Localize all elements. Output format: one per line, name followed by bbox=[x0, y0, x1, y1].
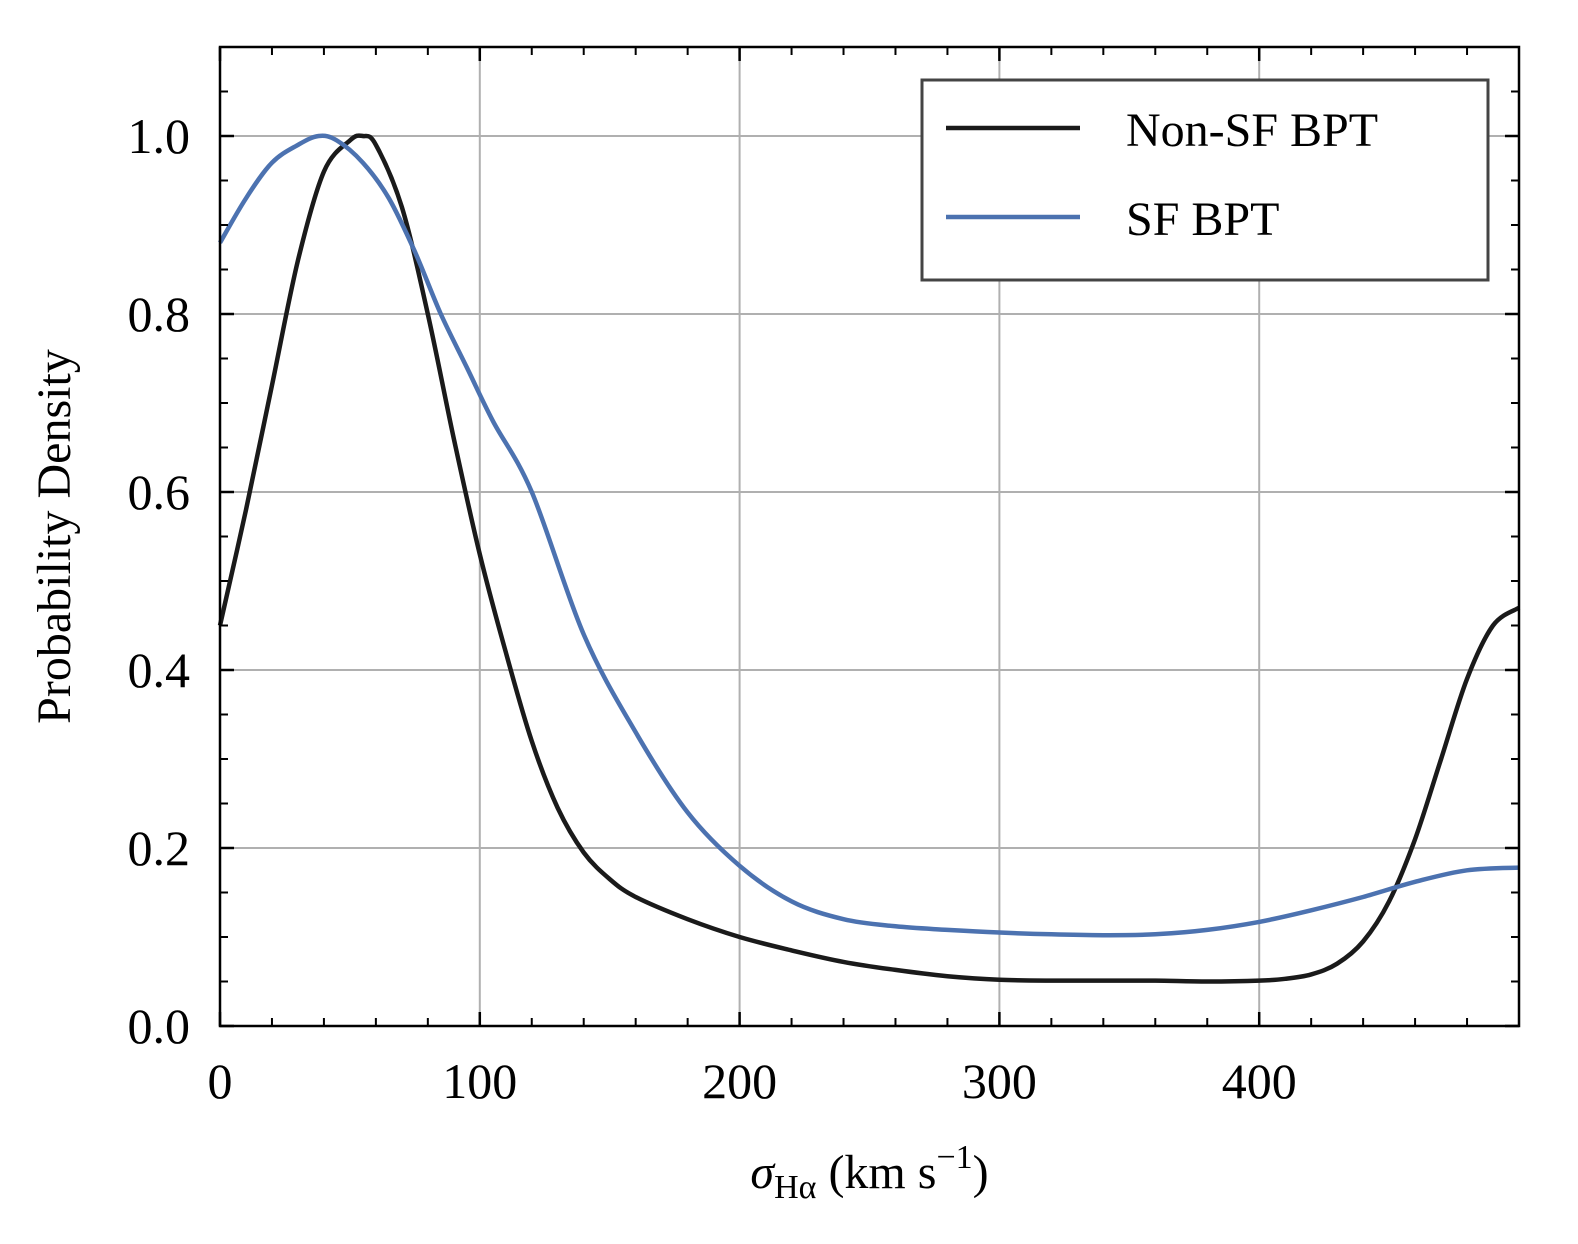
y-axis-label: Probability Density bbox=[28, 349, 81, 724]
x-tick-label: 0 bbox=[208, 1053, 233, 1109]
tick-labels: 0 100 200 300 400 0.0 0.2 0.4 0.6 0.8 1.0 bbox=[128, 108, 1297, 1109]
x-axis-label-unit: (km s bbox=[816, 1146, 936, 1199]
legend-box bbox=[920, 78, 1490, 282]
y-tick-label: 1.0 bbox=[128, 108, 191, 164]
x-tick-label: 300 bbox=[962, 1053, 1037, 1109]
x-axis-label-symbol: σ bbox=[750, 1146, 776, 1199]
y-tick-label: 0.4 bbox=[128, 642, 191, 698]
ticks bbox=[218, 47, 1519, 1028]
x-axis-label-close: ) bbox=[973, 1146, 989, 1199]
series-line-non-sf-bpt bbox=[217, 133, 1521, 984]
x-tick-label: 100 bbox=[442, 1053, 517, 1109]
x-axis-label-subscript: Hα bbox=[774, 1169, 817, 1206]
series-layer bbox=[217, 133, 1521, 984]
x-axis-label-exponent: −1 bbox=[936, 1139, 972, 1176]
x-tick-label: 200 bbox=[702, 1053, 777, 1109]
y-tick-label: 0.6 bbox=[128, 464, 191, 520]
y-tick-label: 0.8 bbox=[128, 286, 191, 342]
plot-area-frame bbox=[218, 45, 1521, 1028]
series-line-sf-bpt bbox=[218, 133, 1520, 938]
legend-label-sf-bpt: SF BPT bbox=[1126, 193, 1279, 246]
x-tick-label: 400 bbox=[1222, 1053, 1297, 1109]
legend: Non-SF BPT SF BPT bbox=[920, 78, 1490, 282]
y-tick-label: 0.0 bbox=[128, 998, 191, 1054]
x-axis-label: σHα (km s−1) bbox=[750, 1139, 988, 1206]
y-tick-label: 0.2 bbox=[128, 820, 191, 876]
legend-label-non-sf-bpt: Non-SF BPT bbox=[1126, 104, 1378, 157]
